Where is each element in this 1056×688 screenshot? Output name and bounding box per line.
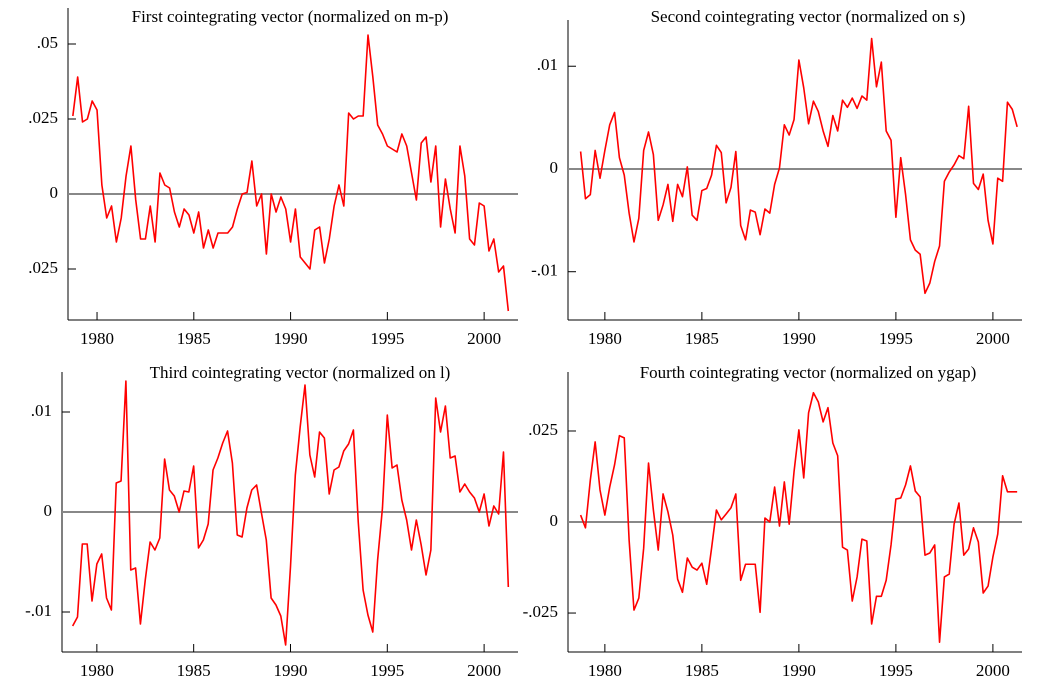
y-tick-label: -.025 xyxy=(523,602,558,621)
x-tick-label: 1995 xyxy=(879,661,913,680)
chart-title: Third cointegrating vector (normalized o… xyxy=(150,363,451,382)
x-tick-label: 1985 xyxy=(177,661,211,680)
y-tick-label: -.01 xyxy=(25,601,52,620)
y-tick-label: 0 xyxy=(44,501,53,520)
x-tick-label: 2000 xyxy=(467,329,501,348)
y-tick-label: .025 xyxy=(528,420,558,439)
x-tick-label: 1985 xyxy=(685,329,719,348)
x-tick-label: 1980 xyxy=(80,661,114,680)
y-tick-label: .01 xyxy=(31,401,52,420)
x-tick-label: 1995 xyxy=(370,661,404,680)
x-tick-label: 1990 xyxy=(274,329,308,348)
series-line xyxy=(72,34,510,312)
y-tick-label: .01 xyxy=(537,55,558,74)
x-tick-label: 1985 xyxy=(177,329,211,348)
y-tick-label: .025 xyxy=(28,108,58,127)
x-tick-label: 2000 xyxy=(976,329,1010,348)
y-tick-label: 0 xyxy=(50,183,59,202)
x-tick-label: 2000 xyxy=(976,661,1010,680)
x-tick-label: 1985 xyxy=(685,661,719,680)
x-tick-label: 1980 xyxy=(588,661,622,680)
x-tick-label: 1990 xyxy=(782,661,816,680)
x-tick-label: 1980 xyxy=(80,329,114,348)
x-tick-label: 2000 xyxy=(467,661,501,680)
chart-title: Fourth cointegrating vector (normalized … xyxy=(640,363,977,382)
series-line xyxy=(579,391,1018,643)
x-tick-label: 1995 xyxy=(879,329,913,348)
x-tick-label: 1990 xyxy=(273,661,307,680)
y-tick-label: 0 xyxy=(550,511,559,530)
y-tick-label: .05 xyxy=(37,33,58,52)
series-line xyxy=(579,37,1018,295)
y-tick-label: 0 xyxy=(550,158,559,177)
y-tick-label: .025 xyxy=(28,258,58,277)
chart-title: First cointegrating vector (normalized o… xyxy=(132,7,449,26)
series-line xyxy=(71,380,510,646)
chart-title: Second cointegrating vector (normalized … xyxy=(651,7,966,26)
x-tick-label: 1980 xyxy=(588,329,622,348)
x-tick-label: 1990 xyxy=(782,329,816,348)
y-tick-label: -.01 xyxy=(531,261,558,280)
x-tick-label: 1995 xyxy=(370,329,404,348)
